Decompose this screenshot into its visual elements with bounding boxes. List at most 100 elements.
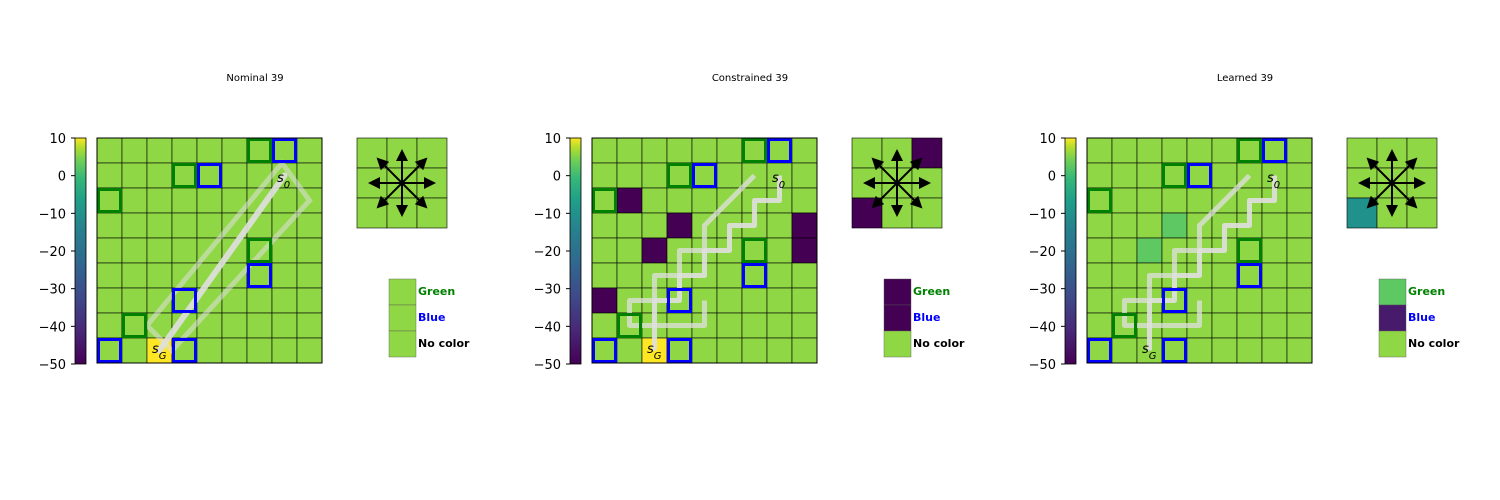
grid-cell bbox=[146, 162, 173, 189]
grid-cell bbox=[146, 137, 173, 164]
blue-cell-outline bbox=[742, 263, 767, 288]
grid-cell bbox=[616, 337, 643, 364]
grid-cell bbox=[271, 237, 298, 264]
blue-cell-outline bbox=[1087, 338, 1112, 363]
grid-cell bbox=[1236, 287, 1263, 314]
arrow-icon bbox=[896, 182, 923, 209]
arrow-icon bbox=[1391, 157, 1418, 184]
grid-cell bbox=[1086, 162, 1113, 189]
grid-cell bbox=[1186, 162, 1213, 189]
legend-swatch bbox=[883, 304, 912, 332]
blue-cell-outline bbox=[172, 288, 197, 313]
grid-cell bbox=[591, 187, 618, 214]
grid-cell bbox=[121, 337, 148, 364]
colorbar-tick-label: 0 bbox=[1048, 170, 1056, 185]
grid-cell bbox=[221, 312, 248, 339]
grid-cell bbox=[766, 287, 793, 314]
arrow-icon bbox=[1366, 182, 1393, 209]
grid-cell bbox=[591, 212, 618, 239]
legend-swatch bbox=[883, 278, 912, 306]
grid-cell bbox=[296, 312, 323, 339]
grid-cell bbox=[96, 212, 123, 239]
colorbar-tick-label: 0 bbox=[58, 170, 66, 185]
grid-cell bbox=[246, 287, 273, 314]
grid-cell bbox=[1086, 237, 1113, 264]
colorbar-tick-label: 0 bbox=[553, 170, 561, 185]
grid-cell bbox=[616, 162, 643, 189]
grid-cell bbox=[246, 162, 273, 189]
grid-frame bbox=[1086, 137, 1313, 364]
grid-cell bbox=[1161, 337, 1188, 364]
colorbar bbox=[1064, 137, 1077, 365]
legend-label: No color bbox=[1408, 337, 1460, 350]
grid-cell bbox=[1136, 162, 1163, 189]
grid-cell bbox=[1186, 137, 1213, 164]
grid-cell bbox=[1286, 212, 1313, 239]
grid-cell bbox=[96, 262, 123, 289]
grid-cell bbox=[1086, 212, 1113, 239]
arrow-icon bbox=[871, 157, 898, 184]
goal-label-subscript: G bbox=[1149, 351, 1157, 362]
grid-cell bbox=[666, 187, 693, 214]
grid-cell bbox=[1261, 262, 1288, 289]
grid-cell bbox=[1286, 137, 1313, 164]
grid-cell bbox=[791, 137, 818, 164]
grid-cell bbox=[591, 137, 618, 164]
grid-cell bbox=[616, 212, 643, 239]
grid-cell bbox=[1086, 312, 1113, 339]
grid-cell bbox=[1236, 262, 1263, 289]
panel-1: Nominal 39100−10−20−30−40−50s0sGGreenBlu… bbox=[39, 73, 470, 373]
grid-cell bbox=[1136, 212, 1163, 239]
goal-label-subscript: G bbox=[654, 351, 662, 362]
legend-label: Blue bbox=[913, 311, 940, 324]
green-cell-outline bbox=[97, 188, 122, 213]
green-cell-outline bbox=[247, 138, 272, 163]
arrow-icon bbox=[401, 157, 428, 184]
grid-cell bbox=[1261, 287, 1288, 314]
grid-cell bbox=[1261, 312, 1288, 339]
grid-cell bbox=[1111, 237, 1138, 264]
legend-label: Green bbox=[1408, 285, 1445, 298]
grid-cell bbox=[1186, 337, 1213, 364]
blue-cell-outline bbox=[667, 288, 692, 313]
panel-3: Learned 39100−10−20−30−40−50s0sGGreenBlu… bbox=[1029, 73, 1460, 373]
colorbar bbox=[74, 137, 87, 365]
grid-cell bbox=[716, 312, 743, 339]
grid-cell bbox=[1286, 337, 1313, 364]
panel-2: Constrained 39100−10−20−30−40−50s0sGGree… bbox=[534, 73, 965, 373]
blue-cell-outline bbox=[692, 163, 717, 188]
grid-cell bbox=[741, 262, 768, 289]
grid-cell bbox=[1161, 212, 1188, 239]
arrow-icon bbox=[401, 182, 428, 209]
grid-cell bbox=[221, 162, 248, 189]
legend-swatch bbox=[388, 304, 417, 332]
blue-cell-outline bbox=[197, 163, 222, 188]
grid-cell bbox=[96, 287, 123, 314]
grid-cell bbox=[246, 237, 273, 264]
green-cell-outline bbox=[122, 313, 147, 338]
grid-cell bbox=[196, 187, 223, 214]
grid-cell bbox=[1136, 237, 1163, 264]
arrow-icon bbox=[1391, 182, 1418, 209]
green-cell-outline bbox=[667, 163, 692, 188]
grid-cell bbox=[1286, 237, 1313, 264]
colorbar-tick-label: −10 bbox=[39, 207, 66, 222]
grid-cell bbox=[1086, 137, 1113, 164]
grid-cell bbox=[591, 312, 618, 339]
grid-cell bbox=[1211, 337, 1238, 364]
grid-cell bbox=[591, 237, 618, 264]
grid-cell bbox=[691, 337, 718, 364]
grid-cell bbox=[121, 237, 148, 264]
grid-cell bbox=[1286, 312, 1313, 339]
arrow-icon bbox=[1366, 157, 1393, 184]
grid-cell bbox=[171, 187, 198, 214]
green-cell-outline bbox=[1237, 138, 1262, 163]
grid-cell bbox=[1261, 212, 1288, 239]
grid-cell bbox=[121, 162, 148, 189]
grid-cell bbox=[1186, 187, 1213, 214]
action-cell bbox=[911, 197, 943, 229]
colorbar-tick-label: −40 bbox=[1029, 320, 1056, 335]
colorbar-tick-label: −10 bbox=[534, 207, 561, 222]
grid-cell bbox=[1211, 262, 1238, 289]
